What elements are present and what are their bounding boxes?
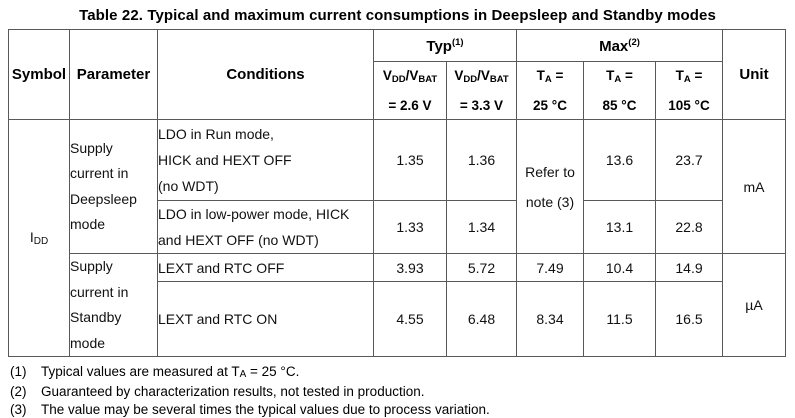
col-header-parameter: Parameter: [69, 29, 158, 120]
col-header-unit: Unit: [722, 29, 786, 120]
table-row: Supply current in Standby mode LEXT and …: [9, 252, 786, 357]
cell-typ26-standby-off: 3.93: [373, 252, 447, 283]
col-header-symbol: Symbol: [8, 29, 70, 120]
cell-max85-standby-on: 11.5: [583, 281, 656, 357]
footnote-3-number: (3): [10, 401, 27, 417]
cell-unit-standby: µA: [722, 253, 786, 357]
cell-typ26-standby-on: 4.55: [373, 281, 447, 357]
cell-max105-standby-off: 14.9: [655, 252, 723, 283]
cell-max25-standby-on: 8.34: [516, 281, 584, 357]
cell-max85-standby-off: 10.4: [583, 252, 656, 283]
col-header-ta-85: TA = 85 °C: [583, 61, 656, 120]
footnote-2-number: (2): [10, 384, 27, 400]
table-row: LDO in low-power mode, HICK and HEXT OFF…: [9, 200, 786, 254]
cell-unit-deepsleep: mA: [722, 119, 786, 254]
cell-typ33-standby-off: 5.72: [446, 252, 517, 283]
current-consumption-table: Symbol Parameter Conditions Typ(1) Max(2…: [8, 29, 786, 357]
max-footnote-ref: (2): [628, 36, 640, 48]
cell-max25-standby-off: 7.49: [516, 252, 584, 283]
typ-footnote-ref: (1): [451, 36, 464, 48]
cell-conditions-ldo-lowpower: LDO in low-power mode, HICK and HEXT OFF…: [157, 200, 374, 254]
col-header-vdd-2v6: VDD/VBAT = 2.6 V: [373, 61, 447, 120]
cell-typ33-deepsleep-run: 1.36: [446, 119, 517, 201]
cell-max105-deepsleep-run: 23.7: [655, 119, 723, 201]
col-header-ta-105: TA = 105 °C: [655, 61, 723, 120]
footnote-3: (3) The value may be several times the t…: [10, 401, 795, 418]
col-header-conditions: Conditions: [157, 29, 374, 120]
cell-max85-deepsleep-run: 13.6: [583, 119, 656, 201]
col-header-vdd-3v3: VDD/VBAT = 3.3 V: [446, 61, 517, 120]
table-row: LEXT and RTC ON 4.55 6.48 8.34 11.5 16.5: [9, 281, 786, 357]
footnote-1: (1) Typical values are measured at TA = …: [10, 363, 795, 383]
footnote-3-text: The value may be several times the typic…: [41, 401, 490, 417]
footnote-1-text: Typical values are measured at TA = 25 °…: [41, 364, 300, 380]
footnote-1-number: (1): [10, 364, 27, 379]
cell-symbol-idd: IDD: [8, 119, 70, 357]
cell-max25-deepsleep-note: Refer to note (3): [516, 119, 584, 254]
cell-typ33-deepsleep-lp: 1.34: [446, 200, 517, 254]
cell-max105-standby-on: 16.5: [655, 281, 723, 357]
cell-typ26-deepsleep-run: 1.35: [373, 119, 447, 201]
cell-max85-deepsleep-lp: 13.1: [583, 200, 656, 254]
footnotes: (1) Typical values are measured at TA = …: [10, 363, 795, 418]
table-row: IDD Supply current in Deepsleep mode LDO…: [8, 119, 786, 357]
cell-typ26-deepsleep-lp: 1.33: [373, 200, 447, 254]
footnote-2: (2) Guaranteed by characterization resul…: [10, 383, 795, 400]
cell-conditions-rtc-off: LEXT and RTC OFF: [157, 252, 374, 283]
cell-conditions-ldo-run: LDO in Run mode, HICK and HEXT OFF (no W…: [157, 119, 374, 201]
col-header-ta-25: TA = 25 °C: [516, 61, 584, 120]
footnote-2-text: Guaranteed by characterization results, …: [41, 384, 425, 400]
col-group-typ: Typ(1): [373, 29, 517, 62]
cell-typ33-standby-on: 6.48: [446, 281, 517, 357]
cell-max105-deepsleep-lp: 22.8: [655, 200, 723, 254]
cell-parameter-deepsleep: Supply current in Deepsleep mode: [69, 119, 158, 254]
col-group-max: Max(2): [516, 29, 723, 62]
col-header-symbol-label: Symbol: [11, 65, 67, 83]
cell-conditions-rtc-on: LEXT and RTC ON: [157, 281, 374, 357]
cell-parameter-standby: Supply current in Standby mode: [69, 253, 158, 357]
table-title: Table 22. Typical and maximum current co…: [79, 7, 716, 24]
